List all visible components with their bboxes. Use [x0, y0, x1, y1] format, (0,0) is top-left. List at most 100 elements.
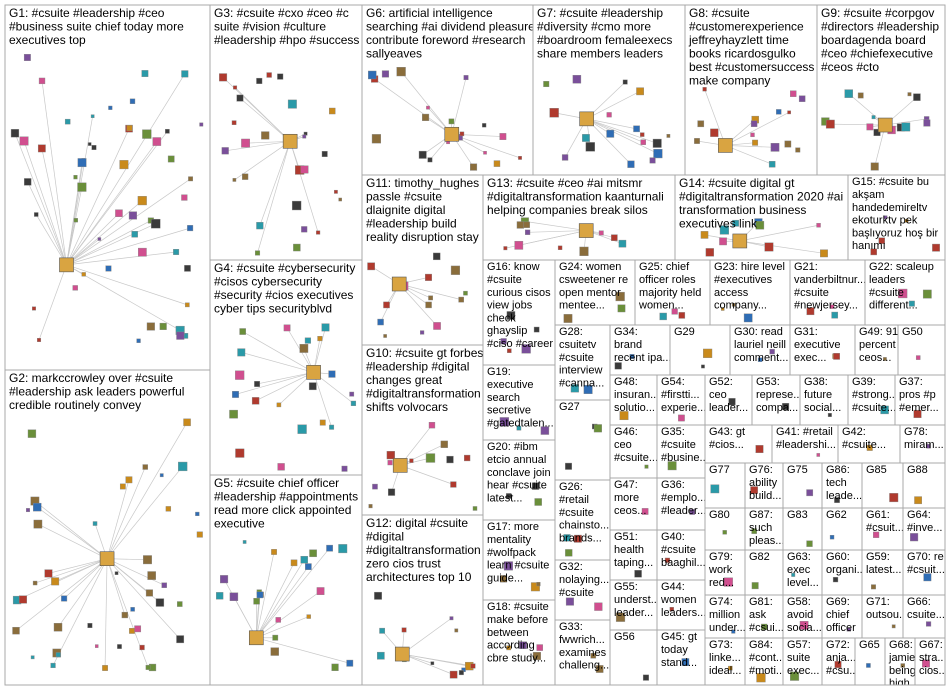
group-label: shifts volvocars	[366, 400, 448, 414]
group-label: G61:	[866, 509, 890, 521]
node	[889, 493, 899, 503]
group-label: csuite...	[907, 609, 945, 621]
group-label: nolaying...	[559, 574, 609, 586]
group-label: taping...	[614, 557, 653, 569]
edge	[256, 566, 309, 638]
group-label: #digitaltransformation	[366, 386, 481, 400]
node	[652, 138, 662, 148]
group-label: percent	[859, 339, 896, 351]
group-label: leader...	[709, 402, 748, 414]
node	[372, 483, 378, 490]
group-cell: G8: #csuite#customerexperiencejeffreyhay…	[688, 6, 814, 168]
node	[287, 99, 297, 109]
node	[731, 303, 736, 307]
edge	[23, 140, 67, 265]
node	[617, 304, 626, 313]
group-label: #cios...	[709, 439, 744, 451]
group-label: #leader...	[661, 505, 706, 517]
node	[666, 134, 671, 138]
group-cell: G54:#firstti...experie...	[661, 376, 705, 422]
hub-node	[877, 117, 893, 133]
edge	[313, 327, 326, 373]
group-label: contribute foreword #research	[366, 33, 525, 47]
group-cell: G70: re#csuit...	[907, 551, 945, 582]
node	[155, 598, 165, 607]
group-label: mentality	[487, 534, 532, 546]
group-label: open mentor	[559, 287, 621, 299]
node	[769, 348, 775, 355]
edge	[255, 559, 305, 638]
group-cell: G26:#retail#csuitechainsto...brands...	[559, 481, 609, 557]
group-label: ceo	[709, 389, 727, 401]
group-label: high...	[889, 678, 919, 688]
node	[23, 54, 31, 61]
node	[642, 674, 649, 681]
group-cell: G58:avoidsocia...	[787, 596, 822, 634]
node	[493, 160, 501, 167]
node	[33, 519, 43, 529]
node	[719, 237, 727, 246]
edge	[400, 443, 445, 466]
node	[750, 486, 758, 494]
group-label: G11: timothy_hughes	[366, 176, 479, 190]
group-cell: G88	[907, 464, 928, 505]
group-cell: G10: #csuite gt forbes#leadership #digit…	[366, 346, 483, 511]
node	[242, 173, 249, 180]
hub-node	[282, 133, 298, 149]
node	[377, 651, 385, 660]
group-label: avoid	[787, 609, 813, 621]
edge	[725, 145, 773, 165]
node	[72, 285, 78, 291]
group-label: G29	[674, 326, 695, 338]
group-label: #leadership #appointments	[214, 489, 358, 503]
group-label: G76:	[749, 464, 773, 476]
node	[795, 147, 801, 153]
group-label: G78:	[904, 426, 928, 438]
group-cell: G31:executiveexec...	[794, 326, 840, 364]
node	[420, 330, 425, 335]
node	[37, 338, 42, 342]
node	[470, 163, 478, 171]
group-label: G31:	[794, 326, 818, 338]
group-label: #firstti...	[661, 389, 700, 401]
group-label: G63:	[787, 551, 811, 563]
node	[649, 157, 656, 164]
node	[721, 307, 725, 311]
group-cell: G84:#cont...#moti...	[749, 639, 783, 683]
node	[367, 262, 375, 271]
group-label: G32:	[559, 561, 583, 573]
group-label: #directors #leadership	[821, 19, 939, 33]
node	[50, 662, 56, 669]
node	[506, 645, 512, 651]
group-label: work	[708, 564, 733, 576]
node	[791, 572, 796, 577]
node	[38, 77, 46, 85]
node	[816, 453, 821, 457]
group-label: examines	[559, 647, 607, 659]
group-cell: G87:suchpleas...	[749, 509, 783, 547]
group-label: level...	[787, 577, 819, 589]
node	[914, 496, 922, 505]
node	[870, 162, 879, 171]
node	[579, 246, 589, 256]
group-label: G24: women	[559, 261, 621, 273]
node	[396, 67, 406, 77]
edge	[242, 331, 314, 373]
node	[446, 455, 454, 464]
node	[622, 79, 628, 85]
group-label: #leadership #hpo #success	[214, 33, 359, 47]
group-cell: G27	[559, 401, 602, 470]
group-label: #ciso #career	[487, 338, 553, 350]
hub-node	[392, 458, 408, 473]
node	[137, 196, 147, 206]
node	[806, 540, 813, 547]
edge	[586, 118, 659, 154]
node	[283, 324, 291, 332]
node	[115, 209, 123, 217]
group-label: chainsto...	[559, 520, 609, 532]
edge	[256, 547, 330, 639]
node	[428, 295, 433, 301]
group-label: G65	[859, 639, 880, 651]
node	[383, 301, 390, 309]
